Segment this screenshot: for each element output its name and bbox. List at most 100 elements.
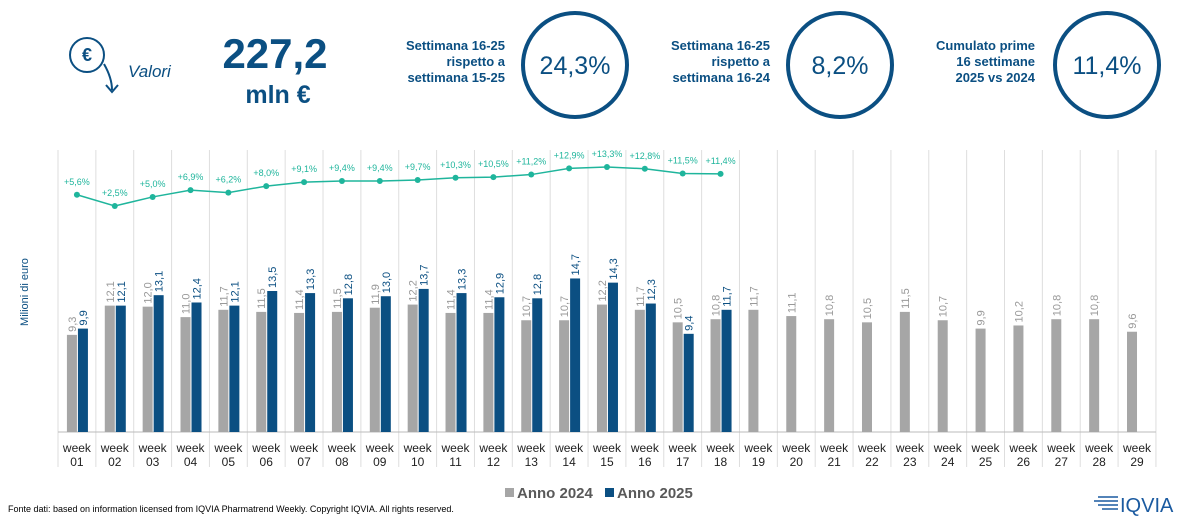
kpi-circle: [521, 11, 629, 119]
bar: [77, 328, 88, 432]
bar: [483, 312, 494, 432]
bar-value-label: 11,4: [483, 289, 495, 310]
bar: [710, 319, 721, 432]
growth-point: [566, 165, 573, 172]
bar: [418, 288, 429, 432]
x-tick-label: week 24: [933, 441, 962, 469]
x-tick-label: week 08: [327, 441, 356, 469]
x-tick-label: week 10: [403, 441, 432, 469]
growth-label: +13,3%: [592, 149, 623, 159]
growth-label: +11,5%: [668, 155, 698, 165]
bar: [683, 333, 694, 432]
bar: [607, 282, 618, 432]
bar-value-label: 12,1: [229, 281, 241, 302]
bar: [570, 278, 581, 432]
growth-label: +10,3%: [440, 160, 471, 170]
kpi-label: 2025 vs 2024: [955, 70, 1035, 85]
bar-value-label: 10,2: [1013, 301, 1025, 322]
bar: [786, 316, 797, 432]
x-tick-label: week 17: [668, 441, 697, 469]
bar-value-label: 12,2: [408, 280, 420, 301]
growth-point: [603, 163, 610, 170]
growth-point: [641, 165, 648, 172]
bar: [645, 303, 656, 432]
x-tick-label: week 18: [706, 441, 735, 469]
total-value: 227,2: [222, 30, 327, 77]
y-axis-label: Milioni di euro: [19, 258, 31, 326]
kpi-value: 24,3%: [540, 52, 611, 80]
bar-value-label: 14,3: [608, 258, 620, 279]
growth-line: [76, 166, 721, 207]
logo-lines: [1094, 496, 1118, 510]
bar-value-label: 9,4: [684, 316, 696, 331]
bar: [229, 305, 240, 432]
legend-swatch: [505, 488, 514, 497]
bar-value-label: 9,9: [976, 310, 988, 325]
bar-value-label: 12,1: [105, 281, 117, 302]
growth-point: [376, 178, 383, 185]
bar-value-label: 12,0: [143, 282, 155, 303]
bar: [532, 298, 543, 432]
x-tick-label: week 29: [1122, 441, 1151, 469]
kpi-label: 16 settimane: [956, 54, 1035, 69]
bar-value-label: 12,4: [192, 278, 204, 299]
bar-value-label: 10,8: [824, 295, 836, 316]
bar: [331, 311, 342, 432]
growth-label: +11,2%: [516, 157, 546, 167]
x-tick-label: week 16: [630, 441, 659, 469]
growth-point: [225, 189, 232, 196]
bar: [180, 317, 191, 432]
x-tick-label: week 27: [1047, 441, 1076, 469]
growth-point: [414, 176, 421, 183]
x-tick-label: week 01: [62, 441, 91, 469]
bar: [1013, 325, 1024, 432]
legend-label: Anno 2024: [517, 485, 594, 502]
kpi-label: Settimana 16-25: [406, 38, 505, 53]
legend-label: Anno 2025: [617, 485, 693, 502]
bar: [305, 293, 316, 432]
bar: [975, 328, 986, 432]
x-tick-label: week 09: [365, 441, 394, 469]
bar-value-label: 10,8: [1089, 295, 1101, 316]
bar-value-label: 9,6: [1127, 313, 1139, 328]
x-tick-label: week 04: [176, 441, 205, 469]
bar-value-label: 11,5: [332, 288, 344, 309]
bar: [369, 307, 380, 432]
growth-point: [301, 179, 308, 186]
x-tick-label: week 13: [517, 441, 546, 469]
growth-point: [528, 171, 535, 178]
bar: [861, 322, 872, 432]
kpi-label: settimana 16-24: [672, 70, 770, 85]
arrow-icon: [103, 63, 119, 94]
bar: [672, 322, 683, 432]
bar-value-label: 10,7: [521, 296, 533, 317]
bar-value-label: 11,4: [446, 289, 458, 310]
bar: [456, 293, 467, 432]
source-note: Fonte dati: based on information license…: [8, 504, 454, 514]
bar-value-label: 10,5: [673, 298, 685, 319]
bar-value-label: 12,2: [597, 280, 609, 301]
bar-value-label: 10,7: [938, 296, 950, 317]
bar: [494, 297, 505, 432]
valori-label: Valori: [128, 62, 172, 81]
bar-value-label: 12,9: [494, 273, 506, 294]
bar: [899, 311, 910, 432]
growth-label: +9,4%: [367, 163, 393, 173]
kpi-label: rispetto a: [446, 54, 505, 69]
growth-point: [187, 187, 194, 194]
bar: [937, 320, 948, 432]
x-tick-label: week 11: [441, 441, 470, 469]
growth-label: +8,0%: [253, 168, 279, 178]
growth-point: [73, 191, 80, 198]
bar: [104, 305, 115, 432]
bar: [256, 311, 267, 432]
growth-label: +2,5%: [102, 188, 128, 198]
x-tick-label: week 23: [895, 441, 924, 469]
x-tick-label: week 20: [782, 441, 811, 469]
bar: [824, 319, 835, 432]
kpi-value: 8,2%: [812, 52, 869, 80]
bar-value-label: 12,8: [532, 274, 544, 295]
bar: [407, 304, 418, 432]
bar: [294, 312, 305, 432]
bar-value-label: 11,9: [370, 284, 382, 305]
